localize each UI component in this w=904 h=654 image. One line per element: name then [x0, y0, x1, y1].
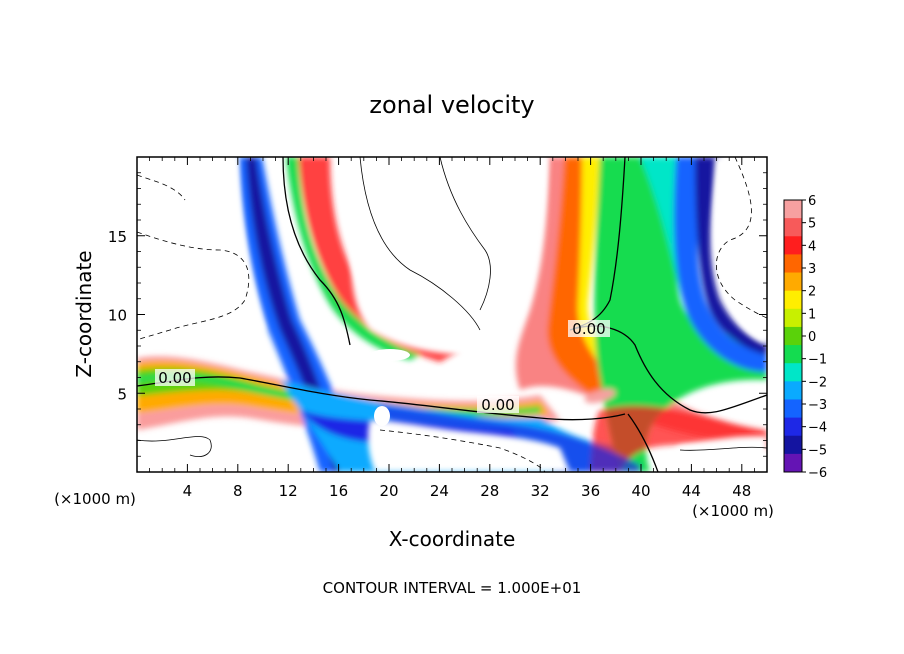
- y-axis: 5 10 15: [108, 172, 767, 457]
- x-tick-label: 24: [430, 482, 449, 500]
- x-tick-label: 48: [732, 482, 751, 500]
- y-tick-label: 5: [117, 385, 127, 403]
- x-axis: 4 8 12 16 20 24 28 32 36 40 44 48: [149, 157, 755, 500]
- x-tick-label: 16: [329, 482, 348, 500]
- colorbar-swatch: [784, 345, 802, 364]
- x-tick-label: 40: [631, 482, 650, 500]
- colorbar-tick-label: 3: [808, 262, 816, 277]
- colorbar-swatch: [784, 236, 802, 255]
- colorbar-swatch: [784, 363, 802, 382]
- colorbar-tick-label: 4: [808, 239, 816, 254]
- colorbar-tick-label: 2: [808, 285, 816, 300]
- contour-lines: [137, 157, 767, 472]
- colorbar-swatch: [784, 290, 802, 310]
- colorbar-tick-label: −6: [808, 466, 827, 481]
- colorbar-swatch: [784, 399, 802, 419]
- colorbar: [783, 199, 803, 473]
- y-tick-label: 15: [108, 228, 127, 246]
- x-tick-label: 32: [531, 482, 550, 500]
- colorbar-swatch: [784, 200, 802, 219]
- colorbar-swatch: [784, 308, 802, 328]
- colorbar-tick-label: −1: [808, 353, 827, 368]
- x-tick-label: 4: [183, 482, 193, 500]
- colorbar-swatch: [784, 381, 802, 400]
- colorbar-tick-label: −3: [808, 398, 827, 413]
- colorbar-tick-label: 5: [808, 217, 816, 232]
- colorbar-tick-label: 6: [808, 194, 816, 209]
- plot-area: 0.00 0.00 0.00: [137, 157, 767, 472]
- colorbar-swatch: [784, 326, 802, 346]
- colorbar-swatch: [784, 417, 802, 437]
- colorbar-swatch: [784, 272, 802, 292]
- x-tick-label: 28: [480, 482, 499, 500]
- x-tick-label: 12: [279, 482, 298, 500]
- x-axis-label: X-coordinate: [389, 527, 516, 551]
- x-tick-label: 36: [581, 482, 600, 500]
- colorbar-swatch: [784, 435, 802, 455]
- colorbar-tick-label: 0: [808, 330, 816, 345]
- colorbar-labels: 6 5 4 3 2 1 0 −1 −2 −3 −4 −5 −6: [802, 194, 827, 481]
- x-tick-label: 20: [379, 482, 398, 500]
- x-tick-label: 8: [233, 482, 243, 500]
- contour-label-3: 0.00: [568, 320, 610, 338]
- y-tick-label: 10: [108, 307, 127, 325]
- chart-title: zonal velocity: [369, 91, 534, 119]
- colorbar-tick-label: 1: [808, 307, 816, 322]
- contour-interval-note: CONTOUR INTERVAL = 1.000E+01: [323, 579, 582, 597]
- colorbar-tick-label: −4: [808, 421, 827, 436]
- colorbar-swatch: [784, 218, 802, 237]
- colorbar-swatch: [784, 254, 802, 274]
- colorbar-tick-label: −2: [808, 375, 827, 390]
- contour-label-2: 0.00: [477, 396, 519, 414]
- colorbar-swatch: [784, 453, 802, 473]
- svg-text:0.00: 0.00: [481, 396, 514, 414]
- colorbar-tick-label: −5: [808, 443, 827, 458]
- svg-text:0.00: 0.00: [158, 369, 191, 387]
- x-unit-left: (×1000 m): [54, 490, 136, 508]
- contour-label-1: 0.00: [155, 369, 195, 387]
- svg-text:0.00: 0.00: [572, 320, 605, 338]
- x-unit-right: (×1000 m): [692, 502, 774, 520]
- y-axis-label: Z-coordinate: [72, 250, 96, 377]
- x-tick-label: 44: [682, 482, 701, 500]
